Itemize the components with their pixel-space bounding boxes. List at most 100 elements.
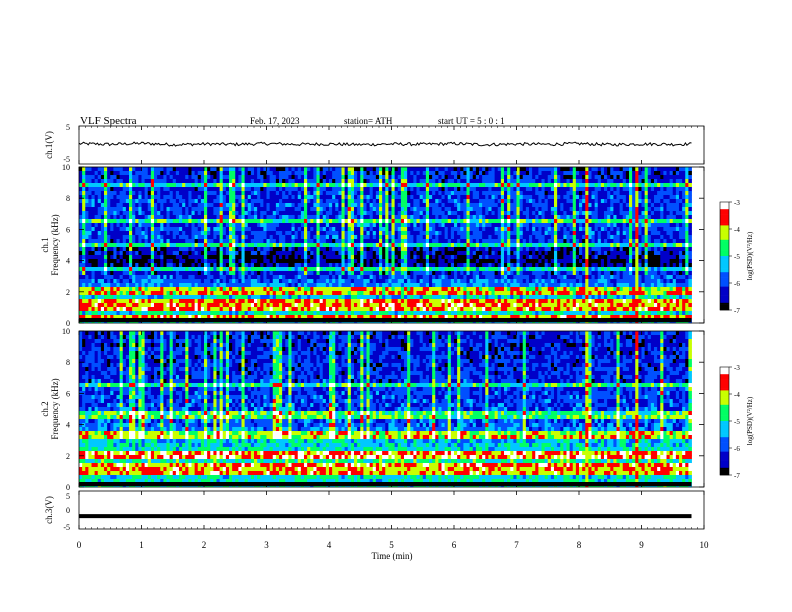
- spec-cell: [675, 235, 680, 240]
- spec-cell: [491, 259, 496, 264]
- spec-cell: [575, 203, 580, 208]
- spec-cell: [119, 227, 124, 232]
- spec-cell: [488, 235, 492, 240]
- spec-cell: [322, 239, 327, 244]
- spec-cell: [150, 207, 155, 212]
- spec-cell: [260, 167, 264, 172]
- spec-cell: [413, 263, 417, 268]
- spec-cell: [147, 187, 152, 192]
- spec-cell: [407, 247, 411, 252]
- spec-cell: [600, 195, 605, 200]
- spec-cell: [238, 211, 242, 216]
- spec-cell: [141, 215, 146, 220]
- spec-cell: [194, 227, 199, 232]
- spec-cell: [138, 219, 142, 224]
- spec-cell: [675, 203, 680, 208]
- spec-cell: [116, 251, 121, 256]
- spec-cell: [682, 227, 686, 232]
- spec-cell: [350, 263, 355, 268]
- spec-cell: [363, 239, 367, 244]
- spec-cell: [416, 223, 421, 228]
- spec-cell: [185, 187, 189, 192]
- spec-cell: [269, 259, 274, 264]
- spec-cell: [422, 227, 427, 232]
- spec-cell: [329, 171, 333, 176]
- spec-cell: [338, 259, 342, 264]
- spec-cell: [266, 215, 271, 220]
- spec-cell: [400, 203, 405, 208]
- spec-cell: [500, 251, 505, 256]
- spec-cell: [200, 215, 205, 220]
- spec-cell: [454, 219, 458, 224]
- spec-cell: [522, 179, 527, 184]
- spec-cell: [129, 171, 133, 176]
- spec-cell: [457, 207, 461, 212]
- spec-cell: [294, 171, 299, 176]
- spec-cell: [107, 251, 111, 256]
- spec-cell: [266, 199, 271, 204]
- spec-cell: [166, 199, 171, 204]
- spec-cell: [335, 203, 339, 208]
- spec-cell: [625, 187, 630, 192]
- spec-cell: [654, 199, 658, 204]
- spec-cell: [525, 171, 530, 176]
- spec-cell: [563, 227, 567, 232]
- spec-cell: [113, 219, 117, 224]
- spec-cell: [269, 171, 274, 176]
- spec-cell: [641, 195, 646, 200]
- spec-cell: [272, 203, 277, 208]
- spec-cell: [641, 175, 646, 180]
- spec-cell: [407, 255, 411, 260]
- spec-cell: [625, 167, 630, 172]
- spec-cell: [266, 247, 271, 252]
- spec-cell: [144, 203, 149, 208]
- spec-cell: [285, 211, 289, 216]
- spec-cell: [350, 227, 355, 232]
- spec-cell: [166, 231, 171, 236]
- spec-cell: [204, 251, 208, 256]
- spec-cell: [147, 255, 152, 260]
- spec-cell: [207, 207, 211, 212]
- spec-cell: [263, 179, 267, 184]
- spec-cell: [116, 179, 121, 184]
- spec-cell: [613, 199, 617, 204]
- spec-cell: [675, 231, 680, 236]
- spec-cell: [269, 239, 274, 244]
- spec-cell: [350, 171, 355, 176]
- spec-cell: [232, 263, 236, 268]
- spec-cell: [447, 259, 452, 264]
- spec-cell: [600, 259, 605, 264]
- spec-cell: [263, 223, 267, 228]
- spec-cell: [144, 207, 149, 212]
- spec-cell: [300, 235, 305, 240]
- spec-cell: [335, 223, 339, 228]
- spec-cell: [654, 187, 658, 192]
- spec-cell: [129, 203, 133, 208]
- spec-cell: [622, 259, 627, 264]
- spec-cell: [250, 215, 255, 220]
- spec-cell: [350, 231, 355, 236]
- spec-cell: [219, 175, 224, 180]
- spec-cell: [338, 243, 342, 248]
- spec-cell: [188, 223, 192, 228]
- spec-cell: [254, 227, 258, 232]
- spec-cell: [432, 191, 436, 196]
- spec-cell: [400, 183, 405, 188]
- spec-cell: [432, 199, 436, 204]
- spec-cell: [269, 187, 274, 192]
- spec-cell: [182, 167, 186, 172]
- spec-cell: [597, 259, 602, 264]
- spec-cell: [100, 247, 105, 252]
- spec-cell: [247, 215, 252, 220]
- spec-cell: [507, 215, 511, 220]
- spec-cell: [685, 187, 689, 192]
- spec-cell: [516, 239, 521, 244]
- spec-cell: [172, 183, 177, 188]
- spec-cell: [604, 175, 608, 180]
- spec-cell: [622, 263, 627, 268]
- spec-cell: [688, 167, 692, 172]
- spec-cell: [457, 183, 461, 188]
- spec-cell: [113, 235, 117, 240]
- spec-cell: [297, 187, 302, 192]
- spec-cell: [85, 175, 89, 180]
